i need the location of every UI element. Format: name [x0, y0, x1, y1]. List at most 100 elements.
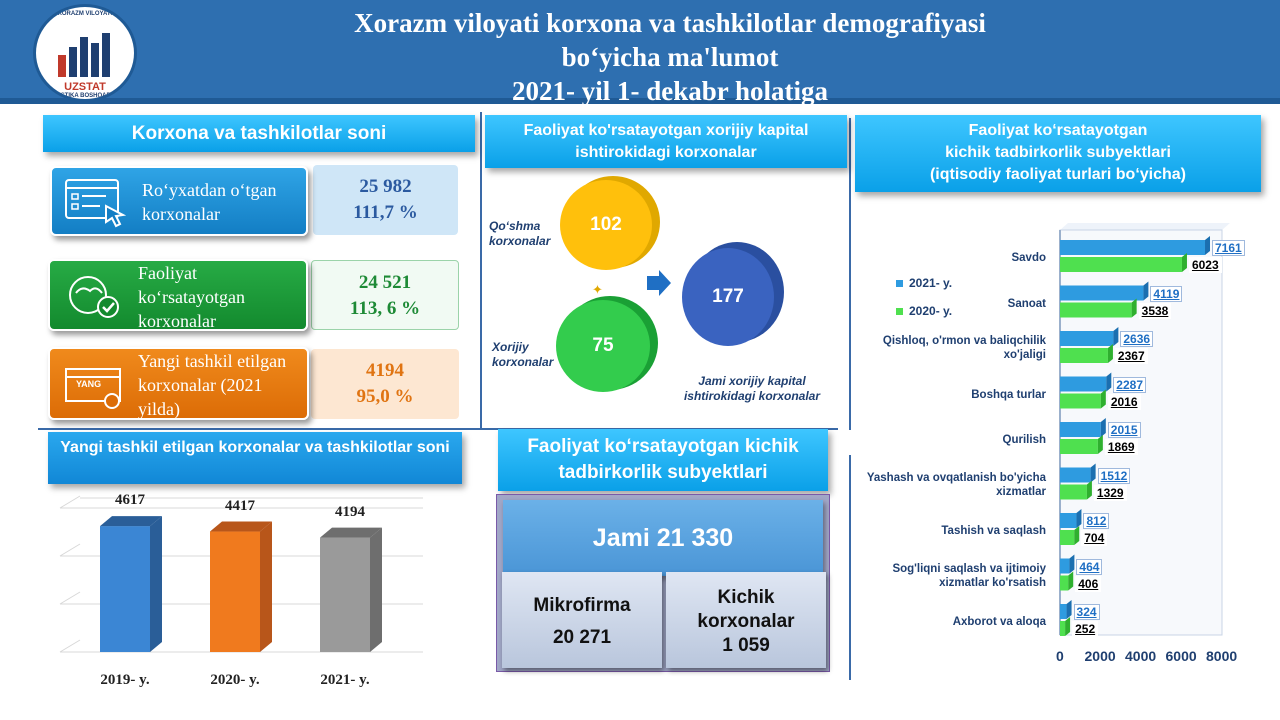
small-panel-title: Faoliyat ko‘rsatayotgan kichik tadbirkor… — [498, 429, 828, 491]
activity-panel-title: Faoliyat ko‘rsatayotgan kichik tadbirkor… — [855, 115, 1261, 192]
new-panel-title: Yangi tashkil etilgan korxonalar va tash… — [48, 432, 462, 484]
header-band — [0, 0, 1280, 104]
bar-side — [1086, 480, 1092, 500]
total-foreign-value: 177 — [712, 286, 744, 307]
category-label: Tashish va saqlash — [941, 525, 1046, 537]
bar-2020- y. — [1060, 575, 1069, 591]
x-tick-label: 8000 — [1206, 648, 1238, 664]
total-foreign-label: Jami xorijiy kapital ishtirokidagi korxo… — [683, 374, 821, 403]
active-card: Faoliyat ko‘rsatayotgan korxonalar — [48, 259, 308, 331]
x-tick-label: 0 — [1056, 648, 1064, 664]
category-label: Axborot va aloqa — [952, 616, 1046, 628]
bar-value-label: 4119 — [1150, 285, 1183, 302]
title-line-1: Xorazm viloyati korxona va tashkilotlar … — [354, 8, 986, 38]
bar-side — [1107, 344, 1113, 363]
grid-line — [59, 543, 81, 557]
activity-title-line-2: kichik tadbirkorlik subyektlari — [945, 144, 1171, 161]
foreign-value: 75 — [592, 335, 614, 356]
bar-2020- y. — [1060, 621, 1066, 636]
category-label: Sog'liqni saqlash va ijtimoiy xizmatlar … — [892, 562, 1046, 589]
bar-2021- y. — [1060, 285, 1144, 301]
category-label: Boshqa turlar — [971, 388, 1046, 401]
new-box-icon-text: YANG — [76, 379, 102, 389]
bar-side — [1205, 236, 1211, 255]
foreign-label: Xorijiy korxonalar — [492, 340, 554, 369]
arrow-right-icon — [647, 270, 671, 296]
bar-2020- y. — [1060, 302, 1132, 318]
micro-label: Mikrofirma — [533, 595, 631, 616]
registered-percent: 111,7 % — [353, 202, 418, 223]
grid-line — [59, 591, 81, 605]
legend-label: 2021- y. — [909, 276, 953, 290]
bar-value-label: 6023 — [1188, 257, 1222, 273]
registered-label: Ro‘yxatdan o‘tgan korxonalar — [142, 180, 277, 224]
x-tick-label: 2021- y. — [320, 672, 370, 688]
bar-value-label: 2367 — [1114, 348, 1148, 364]
divider-1 — [480, 112, 482, 430]
joint-label: Qo‘shma korxonalar — [489, 219, 551, 248]
bar-side — [260, 521, 272, 652]
bar-side — [1090, 463, 1096, 483]
bar-value-label: 252 — [1072, 621, 1099, 637]
bar-side — [1100, 418, 1106, 437]
category-label: Qishloq, o'rmon va baliqchilik xo'jaligi — [882, 335, 1046, 361]
bar-2020- y. — [1060, 530, 1075, 545]
legend-item: 2020- y. — [896, 304, 952, 318]
joint-value: 102 — [590, 214, 622, 235]
bar-2020- y. — [1060, 393, 1101, 409]
bar-value-label: 1512 — [1097, 467, 1131, 484]
divider-h — [38, 428, 838, 430]
activity-title-line-3: (iqtisodiy faoliyat turlari bo‘yicha) — [929, 166, 1187, 183]
bar-value-label: 704 — [1081, 530, 1108, 546]
bar-2021- y. — [1060, 422, 1101, 437]
new-enterprises-chart — [59, 495, 423, 653]
bar-side — [1131, 298, 1137, 318]
small-firm-box: Kichik korxonalar 1 059 — [666, 572, 826, 668]
bar-top — [100, 516, 162, 527]
bar-value-label: 2015 — [1107, 422, 1141, 438]
bar-value-label: 812 — [1083, 513, 1110, 529]
active-percent: 113, 6 % — [349, 298, 421, 319]
new-value: 4194 — [366, 360, 404, 381]
small-value: 1 059 — [722, 635, 770, 656]
bar-value-label: 7161 — [1212, 240, 1245, 256]
title-line-3: 2021- yil 1- dekabr holatiga — [511, 76, 829, 106]
bar-2021- y. — [1060, 558, 1070, 574]
bar-2021- y. — [1060, 467, 1091, 483]
plus-sparkle-icon: ✦ — [592, 282, 603, 297]
micro-firm-box: Mikrofirma 20 271 — [502, 572, 662, 668]
logo-bars-icon — [58, 29, 118, 77]
registered-card: Ro‘yxatdan o‘tgan korxonalar — [50, 166, 308, 236]
bar-side — [1113, 327, 1119, 346]
category-label: Qurilish — [1002, 434, 1046, 446]
legend-item: 2021- y. — [896, 276, 952, 290]
bar-value-label: 2287 — [1113, 376, 1146, 393]
bar-side — [1106, 372, 1112, 392]
chart-wall — [1060, 223, 1230, 230]
bar-side — [370, 527, 382, 652]
legend-swatch — [896, 308, 903, 316]
bar-side — [150, 516, 162, 652]
bar-2020- y. — [210, 531, 260, 652]
bar-value-label: 1869 — [1104, 439, 1138, 455]
legend-swatch — [896, 280, 903, 288]
grid-line — [59, 495, 81, 509]
logo-top-text: XORAZM VILOYATI — [57, 11, 113, 17]
category-label: Savdo — [1011, 252, 1046, 264]
bar-side — [1143, 281, 1149, 301]
form-checklist-icon — [65, 179, 127, 228]
bar-top — [210, 521, 272, 532]
bar-value-label: 464 — [1076, 558, 1103, 575]
divider-2 — [849, 118, 851, 430]
page-title: Xorazm viloyati korxona va tashkilotlar … — [150, 6, 1190, 108]
new-percent: 95,0 % — [356, 386, 414, 407]
uzstat-logo: XORAZM VILOYATI UZSTAT STATISTIKA BOSHQA… — [33, 4, 137, 102]
bar-value-label: 3538 — [1138, 302, 1172, 319]
bar-2021- y. — [1060, 240, 1206, 255]
bar-value-label: 4617 — [115, 492, 145, 509]
small-label: Kichik korxonalar — [697, 587, 795, 632]
new-card: YANG Yangi tashkil etilgan korxonalar (2… — [48, 347, 309, 420]
logo-bottom-text: STATISTIKA BOSHQARMASI — [44, 93, 126, 99]
bar-side — [1065, 617, 1071, 636]
category-label: Yashash va ovqatlanish bo'yicha xizmatla… — [866, 471, 1046, 498]
